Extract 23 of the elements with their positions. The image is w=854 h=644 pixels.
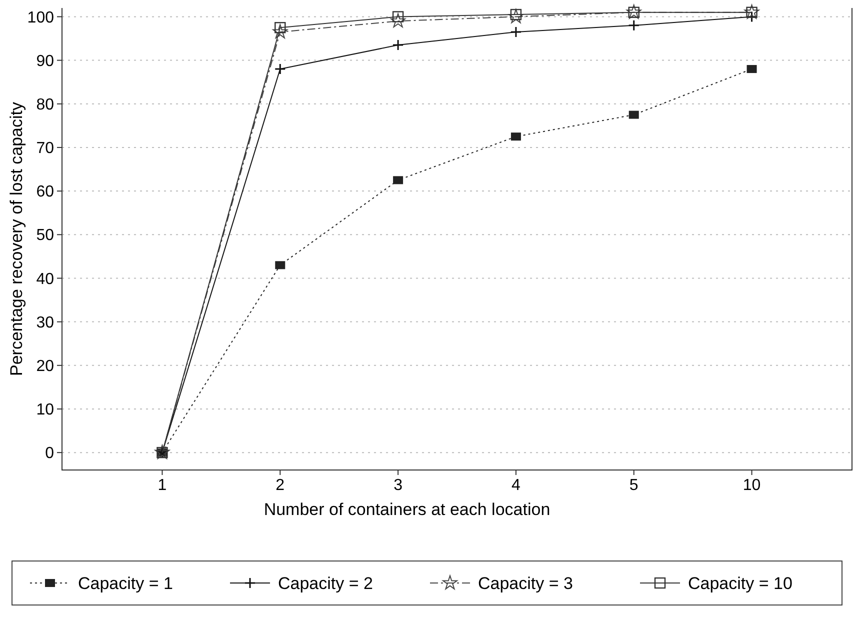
x-tick-label: 2 [276,477,285,494]
x-tick-label: 3 [394,477,403,494]
y-axis-title: Percentage recovery of lost capacity [7,101,26,376]
legend-label: Capacity = 10 [688,574,792,593]
y-tick-label: 60 [36,184,54,201]
y-tick-label: 50 [36,227,54,244]
y-tick-label: 20 [36,358,54,375]
y-tick-label: 40 [36,270,54,288]
y-tick-label: 30 [36,314,54,332]
y-tick-label: 90 [36,52,54,70]
legend-label: Capacity = 3 [478,574,573,593]
legend-label: Capacity = 2 [278,574,373,593]
y-tick-label: 10 [36,402,54,419]
x-tick-label: 10 [742,477,761,494]
y-tick-label: 80 [36,96,54,114]
y-tick-label: 70 [36,140,54,158]
x-tick-label: 1 [158,477,167,494]
x-tick-label: 4 [512,477,520,494]
legend-label: Capacity = 1 [78,574,173,593]
y-tick-label: 100 [27,9,54,26]
x-tick-label: 5 [629,477,638,494]
y-tick-label: 0 [45,445,54,462]
x-axis-title: Number of containers at each location [264,500,550,519]
